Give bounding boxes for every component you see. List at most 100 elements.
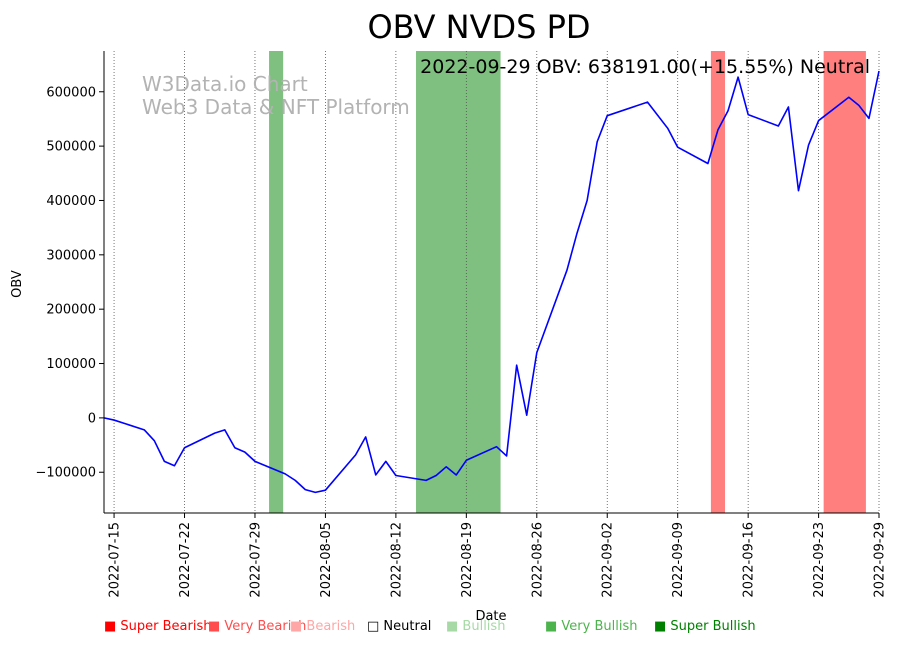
obv-point: [436, 475, 437, 476]
legend-item-super-bearish: ■ Super Bearish: [104, 619, 212, 634]
band-1: [269, 51, 284, 513]
x-tick-label: 2022-09-09: [671, 522, 686, 598]
obv-point: [425, 480, 426, 481]
legend-item-very-bearish: ■ Very Bearish: [208, 619, 306, 634]
obv-point: [717, 129, 718, 130]
x-tick-label: 2022-09-29: [873, 522, 888, 598]
obv-point: [667, 128, 668, 129]
x-tick-label: 2022-09-02: [601, 522, 616, 598]
obv-point: [506, 455, 507, 456]
obv-point: [224, 429, 225, 430]
obv-point: [154, 440, 155, 441]
obv-point: [748, 114, 749, 115]
obv-point: [788, 106, 789, 107]
legend-swatch-icon: ■: [654, 619, 671, 634]
obv-point: [677, 147, 678, 148]
obv-point: [214, 433, 215, 434]
obv-point: [375, 474, 376, 475]
y-tick-label: 100000: [46, 357, 96, 372]
obv-point: [184, 447, 185, 448]
obv-point: [174, 465, 175, 466]
x-tick-label: 2022-08-05: [319, 522, 334, 598]
obv-annotation: 2022-09-29 OBV: 638191.00(+15.55%) Neutr…: [420, 56, 870, 78]
obv-point: [576, 232, 577, 233]
obv-point: [808, 144, 809, 145]
x-tick-label: 2022-07-15: [108, 522, 123, 598]
obv-point: [244, 452, 245, 453]
obv-point: [516, 365, 517, 366]
obv-point: [325, 490, 326, 491]
obv-point: [778, 125, 779, 126]
obv-point: [315, 492, 316, 493]
obv-point: [647, 101, 648, 102]
legend-label: Very Bullish: [561, 619, 638, 634]
obv-point: [355, 454, 356, 455]
legend-label: Bullish: [462, 619, 506, 634]
obv-point: [607, 115, 608, 116]
band-4: [823, 51, 866, 513]
signal-bands: [269, 51, 866, 513]
obv-point: [798, 190, 799, 191]
obv-point: [365, 436, 366, 437]
obv-point: [456, 474, 457, 475]
x-tick-label: 2022-08-12: [389, 522, 404, 598]
obv-point: [587, 200, 588, 201]
legend-swatch-icon: ■: [104, 619, 121, 634]
legend-label: Super Bearish: [120, 619, 212, 634]
y-tick-label: 300000: [46, 248, 96, 263]
obv-point: [113, 419, 114, 420]
x-tick-label: 2022-08-26: [530, 522, 545, 598]
y-tick-label: −100000: [35, 466, 96, 481]
legend-label: Neutral: [383, 619, 432, 634]
obv-point: [848, 97, 849, 98]
obv-point: [395, 475, 396, 476]
x-tick-label: 2022-09-23: [812, 522, 827, 598]
chart-title: OBV NVDS PD: [367, 8, 590, 46]
obv-point: [466, 460, 467, 461]
obv-point: [878, 70, 879, 71]
x-tick-label: 2022-09-16: [742, 522, 757, 598]
obv-point: [446, 466, 447, 467]
y-tick-label: 200000: [46, 303, 96, 318]
x-ticks: 2022-07-15 2022-07-22 2022-07-29 2022-08-05…: [108, 513, 888, 598]
legend-swatch-icon: ■: [446, 619, 463, 634]
y-tick-label: 500000: [46, 140, 96, 155]
obv-point: [526, 415, 527, 416]
axes: [103, 51, 879, 514]
obv-point: [868, 118, 869, 119]
obv-point: [818, 120, 819, 121]
obv-point: [858, 105, 859, 106]
obv-point: [285, 473, 286, 474]
watermark-line-1: W3Data.io Chart: [142, 72, 308, 96]
x-tick-label: 2022-07-22: [178, 522, 193, 598]
obv-point: [254, 461, 255, 462]
obv-point: [727, 110, 728, 111]
obv-point: [707, 163, 708, 164]
y-tick-label: 0: [88, 411, 96, 426]
y-tick-label: 600000: [46, 85, 96, 100]
x-tick-label: 2022-07-29: [248, 522, 263, 598]
legend-label: Very Bearish: [224, 619, 307, 634]
obv-point: [597, 141, 598, 142]
y-axis-label: OBV: [10, 270, 25, 298]
obv-series: [103, 70, 880, 494]
obv-point: [234, 447, 235, 448]
legend-swatch-icon: ■: [545, 619, 562, 634]
obv-point: [144, 429, 145, 430]
band-3: [710, 51, 726, 513]
legend-swatch-icon: ■: [290, 619, 307, 634]
legend-swatch-icon: ■: [208, 619, 225, 634]
legend-swatch-icon: □: [367, 619, 384, 634]
band-2: [416, 51, 501, 513]
x-tick-label: 2022-08-19: [460, 522, 475, 598]
legend-item-bullish: ■ Bullish: [446, 619, 505, 634]
watermark-line-2: Web3 Data & NFT Platform: [142, 95, 410, 119]
obv-point: [385, 461, 386, 462]
legend-item-bearish: ■ Bearish: [290, 619, 355, 634]
y-tick-label: 400000: [46, 194, 96, 209]
legend-item-super-bullish: ■ Super Bullish: [654, 619, 756, 634]
obv-line: [103, 70, 880, 494]
legend-item-neutral: □ Neutral: [367, 619, 431, 634]
obv-point: [305, 489, 306, 490]
